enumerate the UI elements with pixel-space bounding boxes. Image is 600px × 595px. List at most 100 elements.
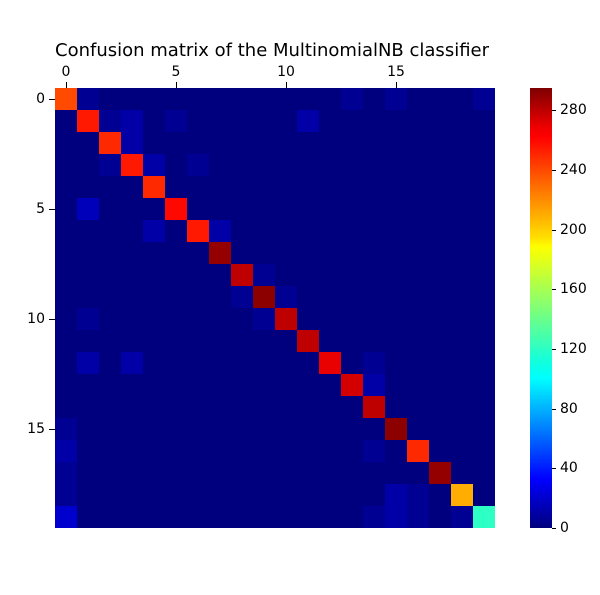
heatmap-cell: [121, 418, 143, 440]
heatmap-cell: [165, 440, 187, 462]
heatmap-cell: [231, 484, 253, 506]
heatmap-cell: [143, 154, 165, 176]
heatmap-cell: [385, 242, 407, 264]
heatmap-cell: [187, 418, 209, 440]
heatmap-cell: [143, 286, 165, 308]
heatmap-cell: [275, 132, 297, 154]
heatmap-cell: [55, 352, 77, 374]
heatmap-cell: [473, 330, 495, 352]
heatmap-cell: [473, 110, 495, 132]
heatmap-cell: [319, 418, 341, 440]
heatmap-cell: [363, 352, 385, 374]
heatmap-cell: [385, 198, 407, 220]
x-tick-label: 0: [62, 64, 71, 80]
heatmap-cell: [363, 110, 385, 132]
heatmap-cell: [143, 506, 165, 528]
heatmap-cell: [385, 176, 407, 198]
heatmap-cell: [319, 506, 341, 528]
heatmap-cell: [99, 462, 121, 484]
heatmap-cell: [209, 418, 231, 440]
heatmap-cell: [253, 308, 275, 330]
heatmap-cell: [473, 88, 495, 110]
heatmap-cell: [341, 484, 363, 506]
heatmap-cell: [165, 352, 187, 374]
x-tick-mark: [396, 82, 397, 88]
heatmap-cell: [143, 462, 165, 484]
colorbar-tick-mark: [552, 528, 556, 529]
heatmap-cell: [99, 286, 121, 308]
heatmap-cell: [407, 374, 429, 396]
heatmap-cell: [231, 506, 253, 528]
heatmap-cell: [319, 110, 341, 132]
heatmap-cell: [253, 242, 275, 264]
heatmap-cell: [275, 154, 297, 176]
heatmap-cell: [209, 462, 231, 484]
heatmap-cell: [209, 154, 231, 176]
heatmap-cell: [297, 132, 319, 154]
heatmap-cell: [77, 462, 99, 484]
heatmap-cell: [363, 484, 385, 506]
heatmap-cell: [121, 154, 143, 176]
heatmap-cell: [77, 308, 99, 330]
heatmap-cell: [429, 176, 451, 198]
heatmap-cell: [165, 242, 187, 264]
heatmap-cell: [319, 220, 341, 242]
heatmap-cell: [341, 286, 363, 308]
heatmap-cell: [209, 330, 231, 352]
heatmap-cell: [55, 264, 77, 286]
heatmap-cell: [275, 330, 297, 352]
heatmap-cell: [253, 462, 275, 484]
heatmap-cell: [297, 440, 319, 462]
heatmap-cell: [99, 88, 121, 110]
colorbar-tick-mark: [552, 230, 556, 231]
heatmap-cell: [143, 88, 165, 110]
heatmap-cell: [231, 220, 253, 242]
heatmap-cell: [385, 308, 407, 330]
heatmap-cell: [77, 154, 99, 176]
heatmap-cell: [77, 396, 99, 418]
heatmap-cell: [209, 220, 231, 242]
heatmap-cell: [253, 88, 275, 110]
colorbar-tick-label: 280: [560, 102, 587, 118]
heatmap-cell: [385, 374, 407, 396]
heatmap-cell: [55, 440, 77, 462]
heatmap-cell: [319, 286, 341, 308]
heatmap-cell: [187, 374, 209, 396]
heatmap-cell: [253, 264, 275, 286]
heatmap-cell: [253, 418, 275, 440]
heatmap-cell: [385, 396, 407, 418]
heatmap-cell: [341, 176, 363, 198]
heatmap-cell: [275, 88, 297, 110]
heatmap-cell: [385, 440, 407, 462]
heatmap-cell: [429, 374, 451, 396]
heatmap-cell: [165, 308, 187, 330]
heatmap-cell: [231, 110, 253, 132]
heatmap-cell: [451, 176, 473, 198]
heatmap-cell: [121, 286, 143, 308]
heatmap-cell: [231, 418, 253, 440]
heatmap-cell: [473, 220, 495, 242]
heatmap-cell: [99, 110, 121, 132]
heatmap-cell: [187, 198, 209, 220]
heatmap-cell: [143, 220, 165, 242]
heatmap-cell: [77, 176, 99, 198]
heatmap-cell: [385, 462, 407, 484]
heatmap-cell: [77, 506, 99, 528]
heatmap-cell: [209, 484, 231, 506]
heatmap-cell: [231, 330, 253, 352]
heatmap-cell: [319, 308, 341, 330]
heatmap-cell: [231, 242, 253, 264]
heatmap-cell: [55, 198, 77, 220]
heatmap-cell: [143, 374, 165, 396]
heatmap-cell: [473, 352, 495, 374]
heatmap-cell: [341, 330, 363, 352]
chart-title: Confusion matrix of the MultinomialNB cl…: [55, 40, 489, 61]
heatmap-cell: [99, 440, 121, 462]
heatmap-cell: [231, 352, 253, 374]
heatmap-cell: [407, 88, 429, 110]
heatmap-cell: [253, 286, 275, 308]
heatmap-cell: [363, 264, 385, 286]
heatmap-cell: [121, 440, 143, 462]
heatmap-cell: [143, 330, 165, 352]
heatmap-cell: [319, 264, 341, 286]
